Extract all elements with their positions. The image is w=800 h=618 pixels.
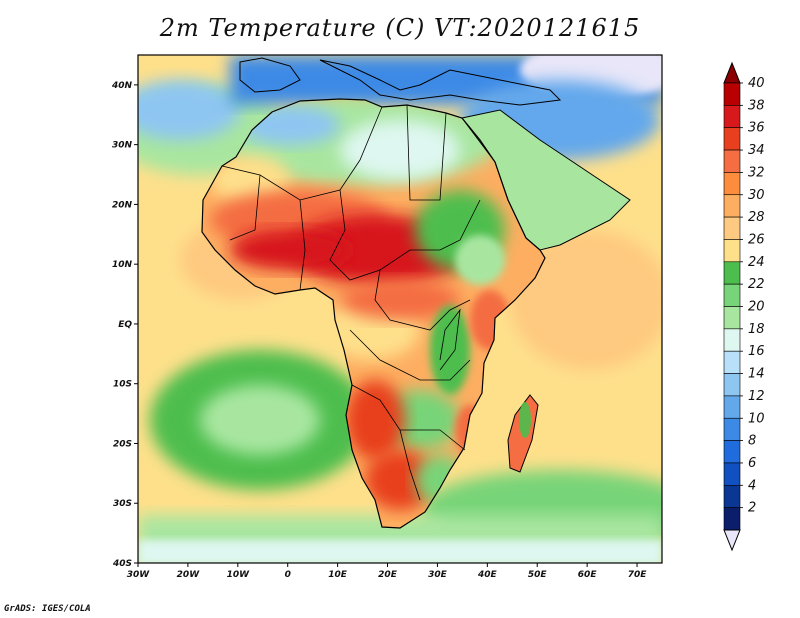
colorbar-swatch <box>723 395 741 419</box>
y-tick-label: 10N <box>112 260 133 270</box>
x-tick-label: 20W <box>177 570 201 580</box>
x-tick-label: 30E <box>428 570 448 580</box>
x-axis: 30W 20W 10W 0 10E 20E 30E 40E 50E 60E 70E <box>127 563 647 580</box>
colorbar-bottom-arrow <box>723 529 741 552</box>
country-borders <box>221 104 481 501</box>
colorbar-swatch <box>723 328 741 352</box>
grads-credit: GrADS: IGES/COLA <box>4 604 91 614</box>
colorbar-label: 16 <box>748 344 765 359</box>
colorbar-swatch <box>723 507 741 531</box>
colorbar-swatch <box>723 127 741 151</box>
colorbar-label: 22 <box>748 277 765 292</box>
colorbar-label: 34 <box>748 143 765 158</box>
colorbar-label: 12 <box>748 389 765 404</box>
x-tick-label: 10E <box>328 570 348 580</box>
x-tick-label: 40E <box>477 570 498 580</box>
colorbar-label: 40 <box>748 76 765 91</box>
colorbar-label: 38 <box>748 98 765 113</box>
colorbar-swatch <box>723 149 741 173</box>
colorbar-swatch <box>723 239 741 263</box>
colorbar-label: 36 <box>748 121 765 136</box>
europe-coastline <box>239 57 562 106</box>
y-tick-label: 40N <box>111 81 133 91</box>
madagascar-east-coast <box>519 402 531 438</box>
colorbar-swatch <box>723 350 741 374</box>
colorbar-label: 10 <box>748 411 765 426</box>
x-tick-label: 10W <box>227 570 251 580</box>
x-tick-label: 70E <box>628 570 648 580</box>
colorbar-label: 24 <box>748 255 765 270</box>
africa-coastline <box>201 98 546 529</box>
y-tick-label: 20N <box>112 200 133 210</box>
colorbar-swatch <box>723 306 741 330</box>
x-tick-label: 60E <box>578 570 598 580</box>
y-tick-label: 30N <box>112 141 133 151</box>
colorbar-label: 8 <box>748 434 756 449</box>
colorbar-swatch <box>723 105 741 128</box>
colorbar-swatch <box>723 417 741 441</box>
y-axis: 40N 30N 20N 10N EQ 10S 20S 30S 40S <box>111 81 138 569</box>
y-tick-label: 10S <box>113 380 132 390</box>
y-tick-label: 30S <box>113 499 132 509</box>
colorbar-swatch <box>723 172 741 196</box>
colorbar-swatch <box>723 440 741 464</box>
colorbar-swatch <box>723 484 741 508</box>
colorbar-swatch <box>723 194 741 218</box>
colorbar-label: 28 <box>748 210 765 225</box>
colorbar-swatch <box>723 216 741 240</box>
x-tick-label: 50E <box>528 570 548 580</box>
x-tick-label: 20E <box>378 570 398 580</box>
colorbar-top-arrow <box>723 61 741 84</box>
colorbar-label: 20 <box>748 300 765 315</box>
map-frame <box>137 54 663 564</box>
x-tick-label: 0 <box>285 570 291 580</box>
colorbar-label: 32 <box>748 165 765 180</box>
map-title: 2m Temperature (C) VT:2020121615 <box>159 14 641 42</box>
colorbar: 40 38 36 34 32 30 28 26 24 22 20 18 16 14 12 10 8 6 4 2 <box>723 61 765 552</box>
x-tick-label: 30W <box>127 570 151 580</box>
colorbar-swatch <box>723 261 741 285</box>
y-tick-label: 40S <box>112 559 132 569</box>
colorbar-swatch <box>723 82 741 106</box>
ocean-temperature-bands <box>138 55 662 563</box>
y-tick-label: 20S <box>113 439 132 449</box>
plot-area <box>138 55 662 563</box>
colorbar-label: 30 <box>748 188 765 203</box>
colorbar-label: 26 <box>748 232 765 247</box>
colorbar-swatch <box>723 462 741 486</box>
colorbar-label: 6 <box>748 456 756 471</box>
colorbar-label: 14 <box>748 367 765 382</box>
y-tick-label: EQ <box>118 320 132 330</box>
colorbar-label: 4 <box>748 478 756 493</box>
colorbar-swatch <box>723 373 741 397</box>
colorbar-swatch <box>723 283 741 307</box>
colorbar-label: 18 <box>748 322 765 337</box>
colorbar-label: 2 <box>748 501 756 516</box>
